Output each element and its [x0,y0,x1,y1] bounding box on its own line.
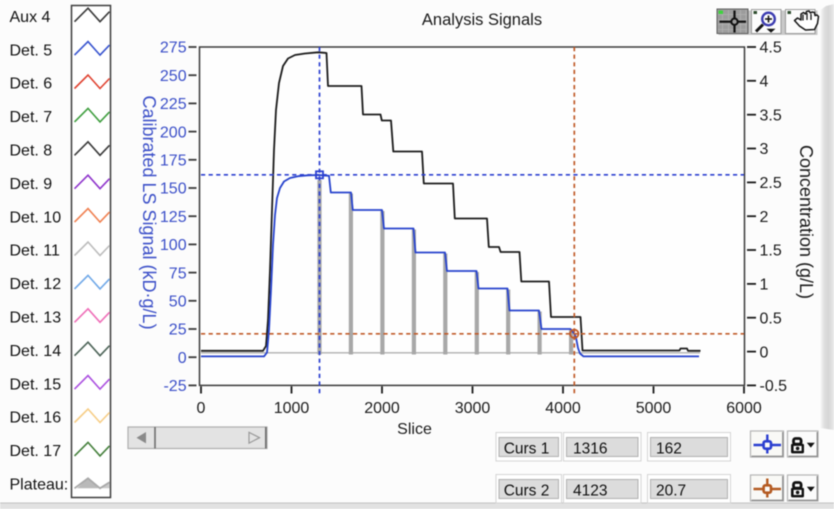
svg-text:Det. 6: Det. 6 [10,76,53,93]
svg-text:Concentration (g/L): Concentration (g/L) [796,145,816,299]
svg-text:25: 25 [169,322,187,339]
svg-text:175: 175 [160,153,187,170]
svg-text:3: 3 [760,141,769,158]
svg-text:0: 0 [197,400,206,417]
svg-text:3.5: 3.5 [760,107,782,124]
svg-text:6000: 6000 [726,400,762,417]
svg-text:Calibrated LS Signal (kD·g/L): Calibrated LS Signal (kD·g/L) [139,95,159,329]
svg-text:1: 1 [760,277,769,294]
svg-text:4.5: 4.5 [760,40,782,57]
svg-text:2.5: 2.5 [760,175,782,192]
svg-text:4123: 4123 [573,483,607,500]
svg-text:50: 50 [169,294,187,311]
svg-text:250: 250 [160,68,187,85]
svg-text:Det. 8: Det. 8 [10,143,53,160]
svg-text:275: 275 [160,40,187,57]
svg-text:5000: 5000 [636,400,672,417]
svg-text:Det. 15: Det. 15 [10,376,62,393]
svg-text:-25: -25 [163,378,186,395]
svg-text:Curs 2: Curs 2 [504,483,550,500]
svg-text:Det. 10: Det. 10 [10,209,62,226]
svg-text:162: 162 [656,441,682,458]
svg-text:75: 75 [169,265,187,282]
svg-text:Det. 16: Det. 16 [10,410,62,427]
svg-text:4: 4 [760,74,769,91]
svg-text:Det. 17: Det. 17 [10,443,62,460]
svg-text:0: 0 [760,344,769,361]
svg-text:150: 150 [160,181,187,198]
svg-text:2000: 2000 [364,400,400,417]
svg-text:Curs 1: Curs 1 [504,441,550,458]
svg-text:200: 200 [160,124,187,141]
svg-text:100: 100 [160,237,187,254]
svg-text:3000: 3000 [455,400,491,417]
svg-text:1000: 1000 [274,400,310,417]
svg-text:-0.5: -0.5 [760,378,788,395]
svg-text:2: 2 [760,209,769,226]
svg-text:Det. 12: Det. 12 [10,276,62,293]
svg-text:4000: 4000 [545,400,581,417]
svg-text:225: 225 [160,96,187,113]
svg-text:125: 125 [160,209,187,226]
svg-text:Plateau:: Plateau: [10,477,69,494]
svg-text:1316: 1316 [573,441,607,458]
svg-text:20.7: 20.7 [656,483,686,500]
svg-text:Det. 13: Det. 13 [10,310,62,327]
svg-text:Det. 11: Det. 11 [10,243,61,260]
svg-text:Aux 4: Aux 4 [10,9,51,26]
svg-text:Det. 7: Det. 7 [10,109,53,126]
svg-text:0.5: 0.5 [760,310,782,327]
svg-text:1.5: 1.5 [760,243,782,260]
svg-text:Analysis Signals: Analysis Signals [422,11,542,29]
svg-text:Det. 5: Det. 5 [10,42,53,59]
svg-text:0: 0 [178,350,187,367]
svg-text:Det. 14: Det. 14 [10,343,62,360]
svg-text:Slice: Slice [397,421,432,438]
svg-text:Det. 9: Det. 9 [10,176,53,193]
